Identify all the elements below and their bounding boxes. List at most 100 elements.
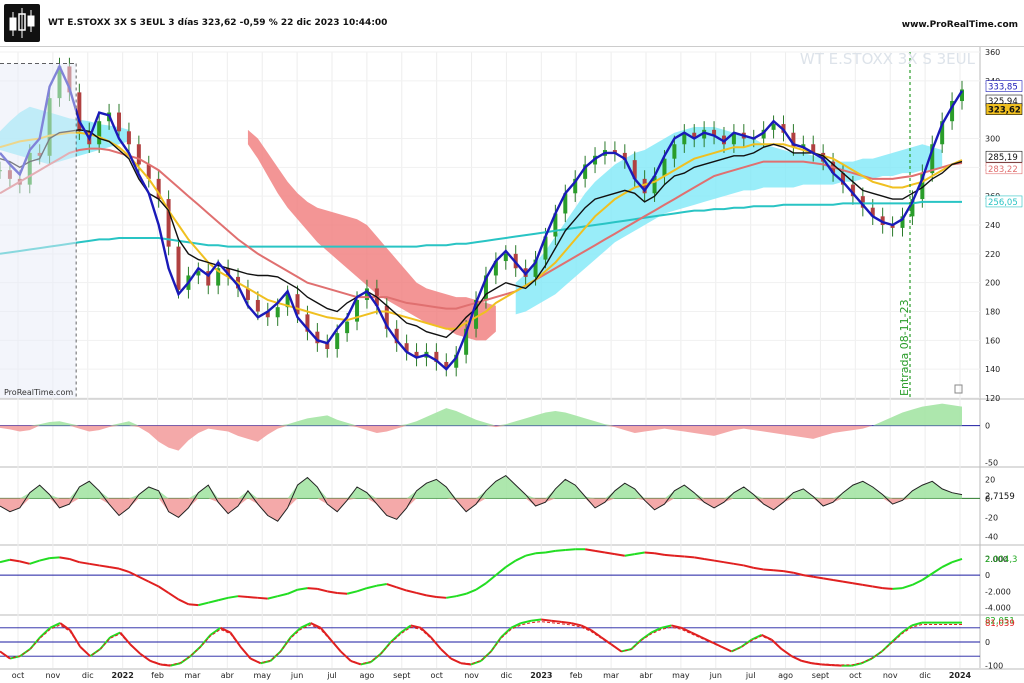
momentum-segment xyxy=(902,583,913,590)
candle-body xyxy=(632,160,637,179)
sub-tick-label: 0 xyxy=(985,638,990,647)
momentum-segment xyxy=(455,592,467,598)
x-tick-label: ago xyxy=(359,671,374,680)
x-tick-label: nov xyxy=(464,671,479,680)
momentum-segment xyxy=(535,551,546,555)
x-tick-label: abr xyxy=(639,671,653,680)
momentum-segment xyxy=(108,566,120,570)
momentum-segment xyxy=(691,631,702,639)
momentum-segment xyxy=(813,575,824,580)
candle-body xyxy=(533,259,538,277)
sub-value-label: 2.004,3 xyxy=(985,555,1017,565)
momentum-segment xyxy=(770,638,783,650)
candle-body xyxy=(692,132,697,139)
momentum-segment xyxy=(277,592,288,598)
candle-body xyxy=(920,173,925,200)
x-tick-label: 2023 xyxy=(530,671,552,680)
candle-body xyxy=(890,225,895,228)
x-tick-label: 2024 xyxy=(949,671,972,680)
momentum-segment xyxy=(931,566,943,575)
x-tick-label: sept xyxy=(393,671,410,680)
entry-label: Entrada 08-11-23 xyxy=(898,299,911,396)
momentum-segment xyxy=(436,596,447,599)
momentum-segment xyxy=(694,556,705,560)
candle-body xyxy=(652,175,657,194)
candle-body xyxy=(771,124,776,130)
momentum-segment xyxy=(217,596,229,602)
candle-body xyxy=(483,275,488,300)
candle-body xyxy=(622,152,627,161)
candle-body xyxy=(245,288,250,300)
candle-body xyxy=(682,132,687,145)
momentum-segment xyxy=(337,591,348,595)
x-axis: oct nov dic 2022 feb mar abr may jun jul ago sept oc… xyxy=(12,671,972,680)
momentum-segment xyxy=(951,558,963,564)
candle-body xyxy=(642,178,647,194)
momentum-segment xyxy=(390,631,402,643)
price-value-label: 283,22 xyxy=(988,165,1018,175)
positive-area xyxy=(0,403,962,426)
sub-tick-label: -20 xyxy=(985,513,998,522)
momentum-segment xyxy=(703,557,715,562)
price-value-label: 325,94 xyxy=(988,97,1018,107)
candle-body xyxy=(811,144,816,153)
momentum-segment xyxy=(530,618,542,622)
momentum-segment xyxy=(410,624,422,629)
x-tick-label: mar xyxy=(184,671,201,680)
candle-body xyxy=(97,121,102,145)
price-value-label: 285,19 xyxy=(988,153,1018,163)
price-tick-label: 160 xyxy=(985,336,1000,345)
price-value-label: 333,85 xyxy=(988,83,1018,93)
momentum-segment xyxy=(723,561,735,565)
candle-body xyxy=(265,311,270,318)
momentum-segment xyxy=(495,566,507,576)
momentum-segment xyxy=(684,555,695,559)
momentum-segment xyxy=(701,636,712,643)
x-tick-label: dic xyxy=(919,671,931,680)
momentum-segment xyxy=(892,587,903,590)
momentum-segment xyxy=(713,559,725,564)
x-tick-label: 2022 xyxy=(112,671,134,680)
momentum-segment xyxy=(460,662,472,666)
x-tick-label: mar xyxy=(603,671,620,680)
x-tick-label: ago xyxy=(778,671,793,680)
line-tenkan xyxy=(0,63,964,371)
x-tick-label: oct xyxy=(849,671,861,680)
momentum-segment xyxy=(541,618,552,622)
momentum-segment xyxy=(872,585,883,590)
site-link[interactable]: www.ProRealTime.com xyxy=(901,20,1018,30)
momentum-segment xyxy=(634,551,645,556)
momentum-segment xyxy=(0,558,11,564)
momentum-segment xyxy=(420,627,432,639)
candle-body xyxy=(731,132,736,145)
momentum-segment xyxy=(289,627,302,639)
momentum-segment xyxy=(350,659,362,666)
price-tick-label: 200 xyxy=(985,279,1000,288)
momentum-segment xyxy=(580,624,592,632)
candle-body xyxy=(712,129,717,136)
momentum-segment xyxy=(168,592,180,601)
sub-tick-label: 20 xyxy=(985,475,995,484)
momentum-segment xyxy=(911,579,923,586)
candle-body xyxy=(870,207,875,217)
momentum-segment xyxy=(803,574,814,578)
momentum-segment xyxy=(209,627,222,636)
momentum-segment xyxy=(198,601,209,607)
momentum-segment xyxy=(852,582,863,586)
momentum-segment xyxy=(19,560,30,565)
momentum-segment xyxy=(300,622,312,629)
candle-body xyxy=(434,351,439,362)
positive-area xyxy=(0,475,962,499)
price-tick-label: 360 xyxy=(985,48,1000,57)
momentum-segment xyxy=(9,558,20,563)
momentum-segment xyxy=(640,631,652,641)
candle-body xyxy=(305,314,310,332)
momentum-segment xyxy=(751,634,763,641)
credit-label: ProRealTime.com xyxy=(4,388,73,397)
momentum-segment xyxy=(317,587,328,593)
momentum-segment xyxy=(59,556,70,560)
candle-body xyxy=(880,216,885,225)
momentum-segment xyxy=(661,624,672,629)
momentum-segment xyxy=(49,622,61,629)
